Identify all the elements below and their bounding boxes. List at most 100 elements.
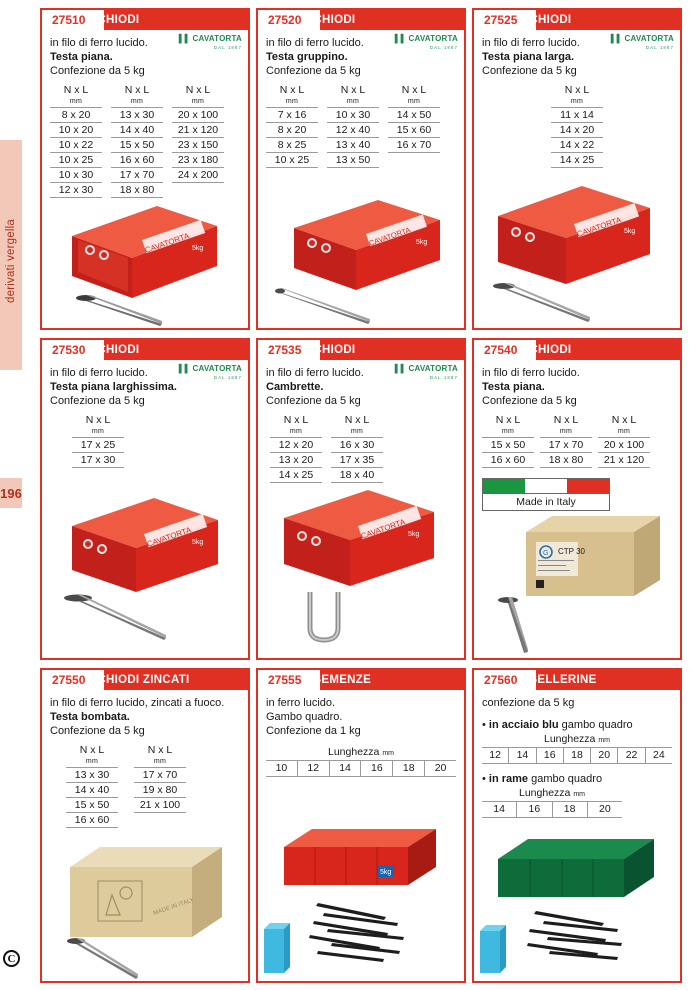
table-row: 8 x 20 [266,122,318,137]
length-cell: 18 [393,761,426,776]
table-row: 17 x 25 [72,437,124,452]
product-illustration: CAVATORTA 5kg [258,488,464,658]
product-code: 27560 [480,672,522,688]
table-row: 21 x 120 [172,122,224,137]
product-card-27560[interactable]: 27560 SELLERINE confezione da 5 kg • in … [472,668,682,983]
product-illustration: 5kg [258,811,464,981]
length-cell: 14 [482,802,518,817]
table-row: 8 x 25 [266,137,318,152]
card-header: 27535 CHIODI [258,340,464,360]
product-title: CHIODI [529,344,572,356]
table-row: 13 x 30 [66,767,118,782]
svg-text:CTP 30: CTP 30 [558,547,586,556]
product-illustration [474,811,680,981]
product-card-27535[interactable]: 27535 CHIODI ▌▌ CAVATORTA DAL 1887 in fil… [256,338,466,660]
table-row: 24 x 200 [172,167,224,183]
product-card-27555[interactable]: 27555 SEMENZE in ferro lucido. Gambo qua… [256,668,466,983]
table-row: 7 x 16 [266,107,318,122]
card-body: ▌▌ CAVATORTA DAL 1887 in filo di ferro lu… [258,360,464,483]
length-cell: 14 [509,748,537,763]
svg-text:5kg: 5kg [380,869,391,876]
length-cell: 20 [599,803,611,815]
page-number: 196 [0,478,22,508]
product-illustration: CAVATORTA 5kg [42,158,248,328]
table-row: 18 x 40 [331,467,383,483]
product-card-27520[interactable]: 27520 CHIODI ▌▌ CAVATORTA DAL 1887 in fil… [256,8,466,330]
length-cell: 24 [652,749,665,761]
length-cell: 12 [482,748,510,763]
table-row: 10 x 20 [50,122,102,137]
product-card-27540[interactable]: 27540 CHIODI in filo di ferro lucido. Te… [472,338,682,660]
product-card-27530[interactable]: 27530 CHIODI ▌▌ CAVATORTA DAL 1887 in fil… [40,338,250,660]
sidebar: derivati vergella 196 C [0,0,30,990]
description: confezione da 5 kg [482,697,575,709]
length-row: 14 16 18 20 [482,801,622,818]
length-cell: 20 [591,748,619,763]
description: in filo di ferro lucido. Cambrette. Conf… [266,367,364,407]
length-table-copper: Lunghezza mm 14 16 18 20 [482,787,622,818]
product-card-27550[interactable]: 27550 CHIODI ZINCATI in filo di ferro lu… [40,668,250,983]
table-row: 12 x 20 [270,437,322,452]
length-cell: 12 [298,761,330,776]
product-card-27525[interactable]: 27525 CHIODI ▌▌ CAVATORTA DAL 1887 in fil… [472,8,682,330]
description: in filo di ferro lucido. Testa piana lar… [50,367,177,407]
table-row: 21 x 100 [134,797,186,813]
card-header: 27520 CHIODI [258,10,464,30]
table-row: 14 x 25 [270,467,322,483]
table-row: 14 x 40 [111,122,163,137]
table-row: 18 x 80 [540,452,592,468]
card-header: 27550 CHIODI ZINCATI [42,670,248,690]
table-row: 13 x 30 [111,107,163,122]
card-body: in ferro lucido. Gambo quadro. Confezion… [258,690,464,777]
description: in filo di ferro lucido. Testa gruppino.… [266,37,364,77]
card-body: ▌▌ CAVATORTA DAL 1887 in filo di ferro lu… [42,360,248,468]
product-title: CHIODI [313,14,356,26]
length-cell: 14 [330,761,362,776]
table-row: 14 x 20 [551,122,603,137]
card-header: 27540 CHIODI [474,340,680,360]
length-table: Lunghezza mm 10 12 14 16 18 20 [266,746,456,777]
product-card-27510[interactable]: 27510 CHIODI ▌▌ CAVATORTA DAL 1887 in fil… [40,8,250,330]
card-body: confezione da 5 kg • in acciaio blu gamb… [474,690,680,818]
table-row: 17 x 70 [540,437,592,452]
table-row: 16 x 60 [111,152,163,167]
card-header: 27525 CHIODI [474,10,680,30]
svg-text:5kg: 5kg [624,228,635,235]
table-row: 19 x 80 [134,782,186,797]
table-row: 15 x 50 [482,437,534,452]
product-illustration: CAVATORTA 5kg [258,158,464,328]
product-title: SEMENZE [313,674,372,686]
table-row: 10 x 30 [50,167,102,182]
length-cell: 16 [361,761,394,776]
card-body: ▌▌ CAVATORTA DAL 1887 in filo di ferro lu… [474,30,680,168]
description: in filo di ferro lucido, zincati a fuoco… [50,697,225,737]
length-title: Lunghezza mm [328,746,394,758]
product-code: 27525 [480,12,522,28]
table-row: 23 x 150 [172,137,224,152]
table-row: 8 x 20 [50,107,102,122]
description: in filo di ferro lucido. Testa piana lar… [482,37,580,77]
table-row: 10 x 25 [50,152,102,167]
length-cell: 18 [553,802,588,817]
svg-text:5kg: 5kg [408,531,419,538]
table-row: 16 x 30 [331,437,383,452]
length-cell: 10 [266,761,298,776]
table-row: 14 x 25 [551,152,603,168]
card-body: ▌▌ CAVATORTA DAL 1887 in filo di ferro lu… [258,30,464,168]
product-code: 27530 [48,342,90,358]
